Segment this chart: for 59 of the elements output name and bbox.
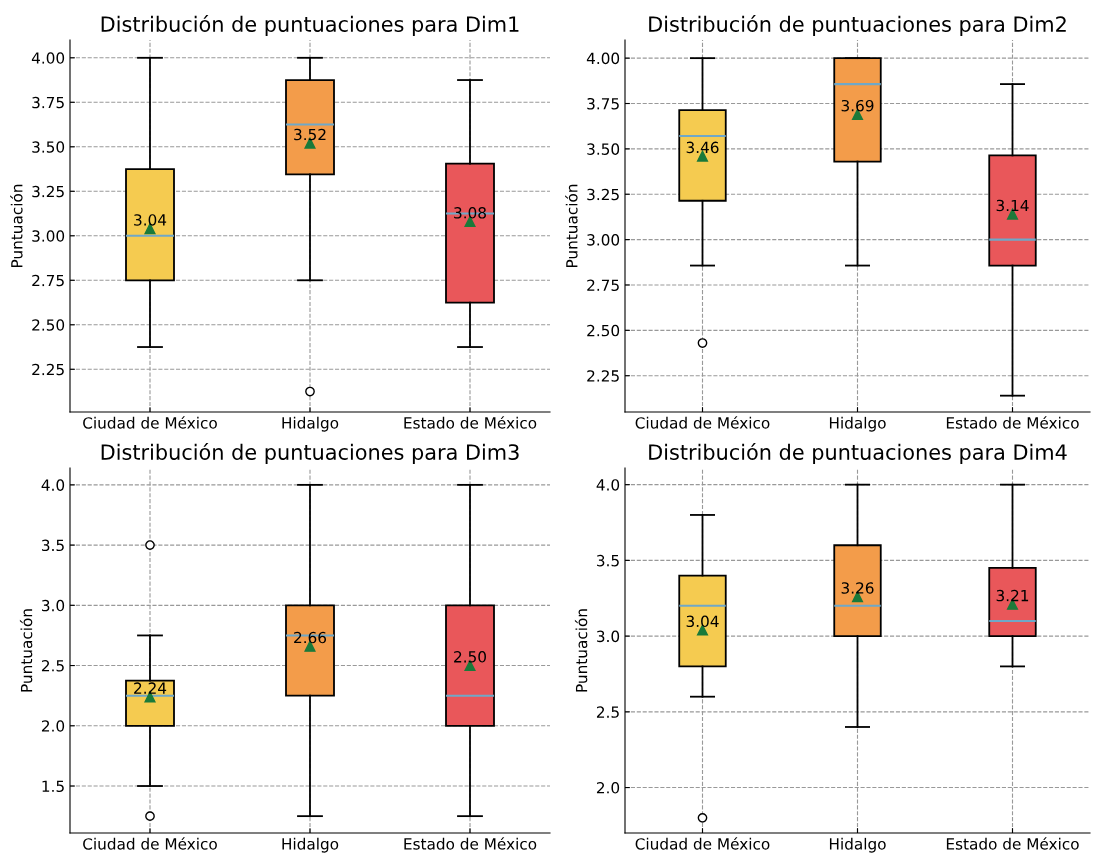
y-tick-label: 2.5 (596, 706, 619, 718)
y-tick-label: 2.0 (596, 782, 620, 794)
y-tick-label: 3.0 (42, 599, 65, 612)
y-tick-label: 2.50 (32, 319, 65, 331)
y-tick-label: 2.25 (587, 370, 619, 382)
text: 2.50 (454, 651, 486, 663)
y-axis-title: Puntuación (19, 609, 33, 692)
y-tick-label: 4.00 (31, 52, 65, 64)
y-tick-label: 3.5 (597, 554, 619, 567)
x-tick-label: Ciudad de México (83, 416, 217, 429)
y-tick-label: 2.0 (41, 720, 65, 732)
text: 3.14 (996, 199, 1029, 212)
text: 3.26 (841, 582, 874, 594)
x-tick-label: Hidalgo (829, 416, 886, 432)
y-tick-label: 4.0 (596, 479, 620, 491)
y-tick-label: 4.00 (586, 52, 620, 65)
y-tick-label: 3.25 (32, 185, 64, 198)
text: 2.24 (134, 682, 167, 694)
y-tick-label: 2.5 (41, 660, 64, 672)
text: 3.21 (996, 589, 1029, 602)
y-axis-title: Puntuación (574, 609, 588, 692)
chart-title: Distribución de puntuaciones para Dim3 (101, 443, 519, 464)
x-tick-label: Ciudad de México (83, 837, 217, 850)
text: 3.08 (454, 207, 486, 219)
text: 3.52 (294, 128, 326, 141)
x-tick-label: Hidalgo (829, 837, 886, 853)
text: 3.04 (134, 214, 167, 226)
y-axis-title: Puntuación (565, 184, 578, 268)
y-tick-label: 3.50 (32, 141, 65, 153)
y-tick-label: 1.5 (42, 780, 64, 793)
y-tick-label: 3.75 (32, 96, 64, 109)
y-tick-label: 3.50 (587, 143, 620, 155)
y-tick-label: 2.75 (32, 274, 64, 287)
text: 2.66 (294, 631, 327, 644)
chart-title: Distribución de puntuaciones para Dim4 (649, 443, 1067, 464)
y-tick-label: 2.50 (587, 324, 620, 337)
y-tick-label: 3.0 (597, 630, 620, 643)
x-tick-label: Estado de México (404, 837, 537, 850)
x-tick-label: Ciudad de México (635, 416, 770, 429)
y-tick-label: 4.0 (41, 479, 65, 491)
x-tick-label: Ciudad de México (635, 837, 770, 850)
x-tick-label: Hidalgo (282, 837, 339, 853)
y-tick-label: 2.25 (32, 363, 64, 376)
y-tick-label: 3.25 (587, 188, 619, 201)
x-tick-label: Estado de México (946, 837, 1079, 850)
text: 3.04 (686, 615, 719, 628)
text: 3.46 (686, 141, 719, 154)
y-tick-label: 3.00 (32, 230, 65, 242)
y-tick-label: 2.75 (587, 279, 619, 291)
y-tick-label: 3.00 (587, 234, 620, 246)
x-tick-label: Estado de México (404, 416, 537, 429)
chart-title: Distribución de puntuaciones para Dim1 (101, 15, 519, 36)
y-tick-label: 3.75 (587, 97, 619, 110)
text: 3.69 (841, 99, 874, 112)
y-axis-title: Puntuación (10, 184, 23, 268)
x-tick-label: Hidalgo (282, 416, 339, 432)
y-tick-label: 3.5 (42, 539, 64, 552)
chart-title: Distribución de puntuaciones para Dim2 (649, 15, 1066, 36)
x-tick-label: Estado de México (946, 416, 1079, 429)
